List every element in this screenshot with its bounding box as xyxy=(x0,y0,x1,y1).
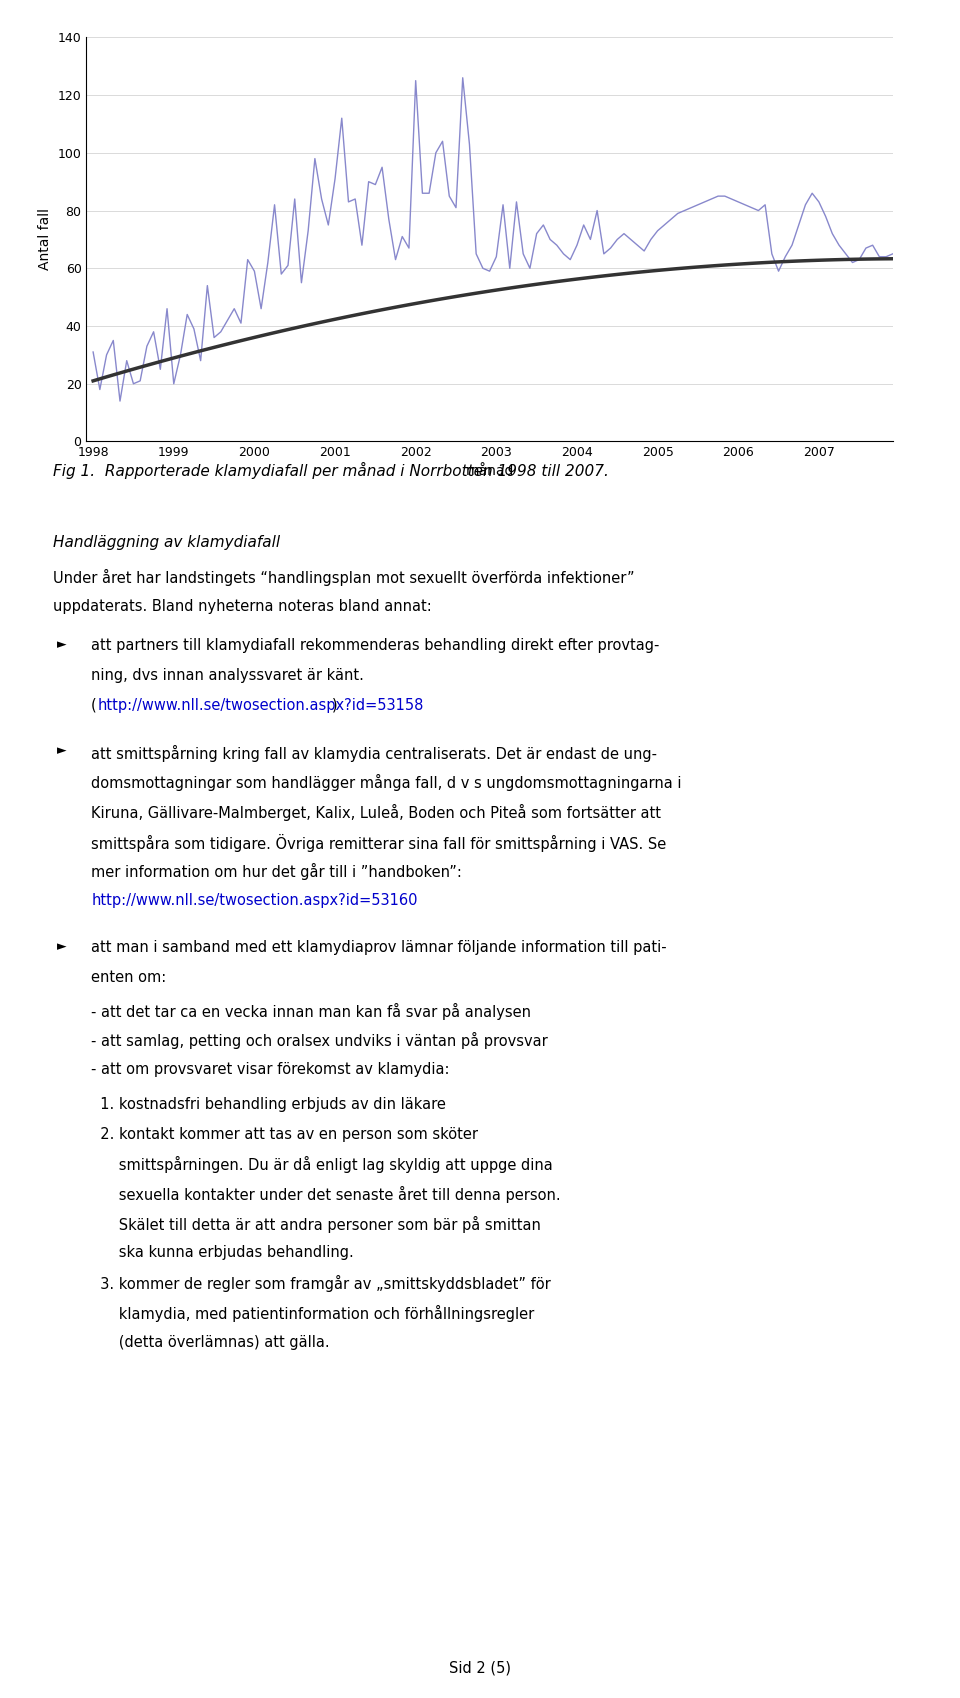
Text: smittspårningen. Du är då enligt lag skyldig att uppge dina: smittspårningen. Du är då enligt lag sky… xyxy=(91,1156,553,1173)
Text: - att det tar ca en vecka innan man kan få svar på analysen: - att det tar ca en vecka innan man kan … xyxy=(91,1002,531,1020)
Text: att man i samband med ett klamydiaprov lämnar följande information till pati-: att man i samband med ett klamydiaprov l… xyxy=(91,939,667,954)
Text: Sid 2 (5): Sid 2 (5) xyxy=(449,1661,511,1676)
Text: ): ) xyxy=(332,698,338,713)
Text: (detta överlämnas) att gälla.: (detta överlämnas) att gälla. xyxy=(91,1335,330,1350)
Text: 3. kommer de regler som framgår av „smittskyddsbladet” för: 3. kommer de regler som framgår av „smit… xyxy=(91,1275,551,1292)
Text: http://www.nll.se/twosection.aspx?id=53160: http://www.nll.se/twosection.aspx?id=531… xyxy=(91,893,418,908)
Y-axis label: Antal fall: Antal fall xyxy=(38,209,52,270)
Text: (: ( xyxy=(91,698,97,713)
Text: ►: ► xyxy=(57,939,66,953)
X-axis label: månad: månad xyxy=(466,464,514,477)
Text: - att samlag, petting och oralsex undviks i väntan på provsvar: - att samlag, petting och oralsex undvik… xyxy=(91,1032,548,1049)
Text: domsmottagningar som handlägger många fall, d v s ungdomsmottagningarna i: domsmottagningar som handlägger många fa… xyxy=(91,774,682,791)
Text: 1. kostnadsfri behandling erbjuds av din läkare: 1. kostnadsfri behandling erbjuds av din… xyxy=(91,1097,446,1112)
Text: Under året har landstingets “handlingsplan mot sexuellt överförda infektioner”: Under året har landstingets “handlingspl… xyxy=(53,569,635,586)
Text: 2. kontakt kommer att tas av en person som sköter: 2. kontakt kommer att tas av en person s… xyxy=(91,1127,478,1141)
Text: sexuella kontakter under det senaste året till denna person.: sexuella kontakter under det senaste åre… xyxy=(91,1185,561,1204)
Text: klamydia, med patientinformation och förhållningsregler: klamydia, med patientinformation och för… xyxy=(91,1304,535,1323)
Text: ning, dvs innan analyssvaret är känt.: ning, dvs innan analyssvaret är känt. xyxy=(91,669,364,683)
Text: smittspåra som tidigare. Övriga remitterar sina fall för smittspårning i VAS. Se: smittspåra som tidigare. Övriga remitter… xyxy=(91,834,666,852)
Text: uppdaterats. Bland nyheterna noteras bland annat:: uppdaterats. Bland nyheterna noteras bla… xyxy=(53,599,432,613)
Text: Skälet till detta är att andra personer som bär på smittan: Skälet till detta är att andra personer … xyxy=(91,1216,541,1233)
Text: mer information om hur det går till i ”handboken”:: mer information om hur det går till i ”h… xyxy=(91,863,462,881)
Text: Handläggning av klamydiafall: Handläggning av klamydiafall xyxy=(53,535,280,550)
Text: ►: ► xyxy=(57,744,66,757)
Text: Kiruna, Gällivare-Malmberget, Kalix, Luleå, Boden och Piteå som fortsätter att: Kiruna, Gällivare-Malmberget, Kalix, Lul… xyxy=(91,803,661,822)
Text: ska kunna erbjudas behandling.: ska kunna erbjudas behandling. xyxy=(91,1246,354,1260)
Text: enten om:: enten om: xyxy=(91,970,166,985)
Text: ►: ► xyxy=(57,638,66,652)
Text: Fig 1.  Rapporterade klamydiafall per månad i Norrbotten 1998 till 2007.: Fig 1. Rapporterade klamydiafall per mån… xyxy=(53,462,609,479)
Text: - att om provsvaret visar förekomst av klamydia:: - att om provsvaret visar förekomst av k… xyxy=(91,1063,449,1077)
Text: att partners till klamydiafall rekommenderas behandling direkt efter provtag-: att partners till klamydiafall rekommend… xyxy=(91,638,660,654)
Text: att smittspårning kring fall av klamydia centraliserats. Det är endast de ung-: att smittspårning kring fall av klamydia… xyxy=(91,744,658,762)
Text: http://www.nll.se/twosection.aspx?id=53158: http://www.nll.se/twosection.aspx?id=531… xyxy=(98,698,424,713)
